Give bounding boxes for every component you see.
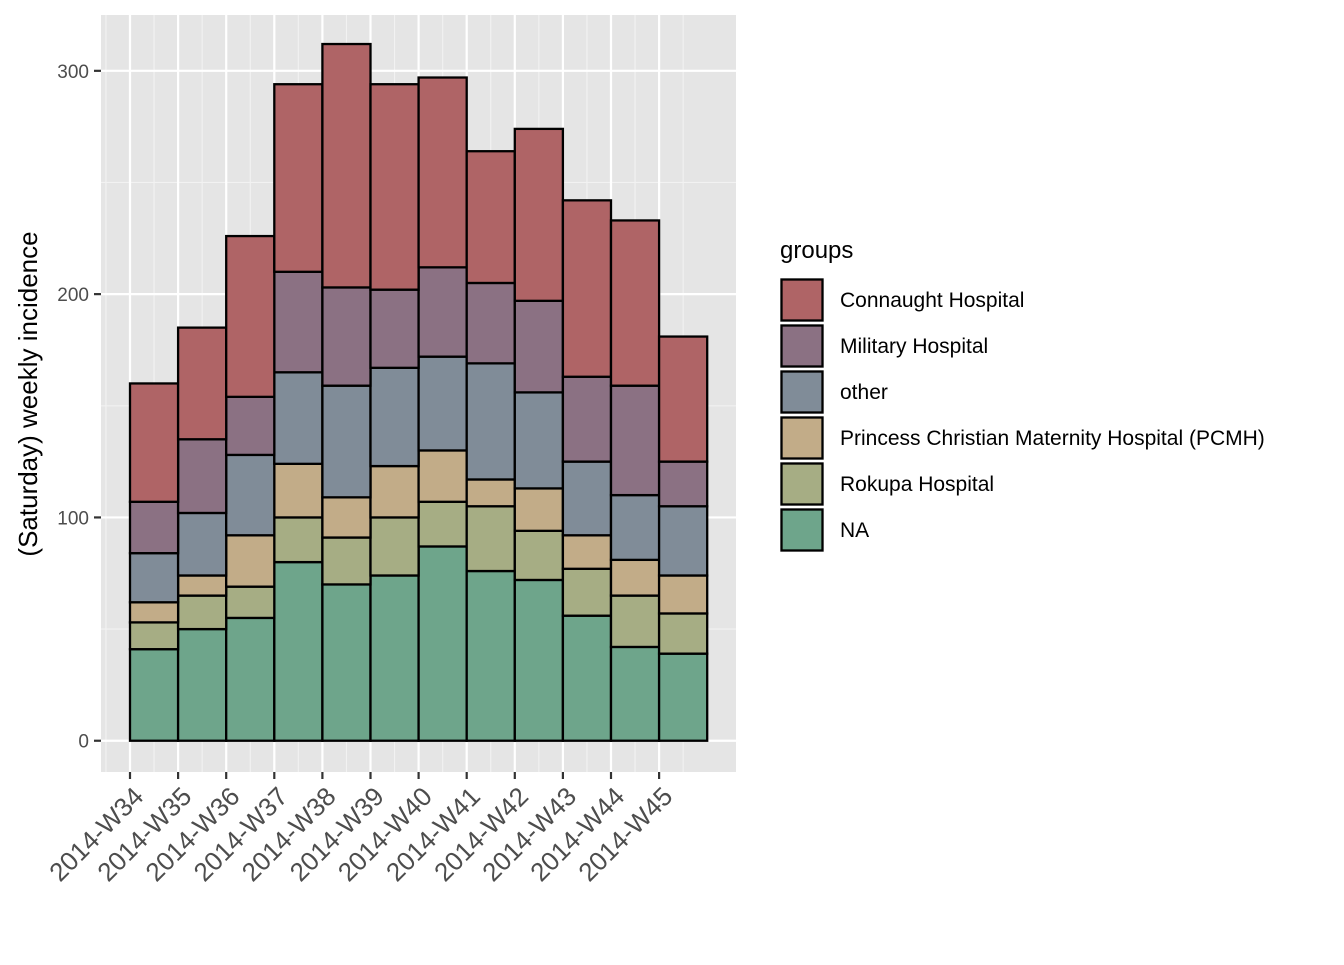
bar-segment: [225, 534, 276, 588]
bar-segment: [128, 601, 180, 624]
bar-segment: [561, 460, 613, 537]
bar-segment: [128, 621, 180, 651]
bar-segment: [273, 83, 324, 273]
legend-label: Rokupa Hospital: [840, 473, 994, 496]
legend-key: [780, 462, 824, 506]
bar-segment: [465, 281, 516, 365]
bar-segment: [465, 569, 516, 742]
bar-segment: [657, 335, 709, 463]
bar-segment: [417, 500, 468, 548]
legend-items: Connaught Hospital Military Hospital other…: [780, 278, 1265, 552]
bar-segment: [513, 299, 565, 394]
legend-key: [780, 324, 824, 368]
bar-segment: [176, 627, 228, 742]
legend-key: [780, 416, 824, 460]
bar-segment: [225, 616, 276, 742]
y-tick-label: 300: [57, 62, 89, 83]
bar-segment: [513, 127, 565, 302]
bar-segment: [128, 382, 180, 503]
bar-segment: [465, 150, 516, 285]
bar-segment: [273, 462, 324, 519]
bar-segment: [176, 438, 228, 515]
y-tick-label: 0: [78, 732, 89, 753]
legend-label: Military Hospital: [840, 335, 988, 358]
bar-segment: [176, 574, 228, 597]
bar-segment: [657, 574, 709, 615]
bar-segment: [225, 234, 276, 398]
y-axis: 0 100 200 300: [57, 62, 101, 753]
bar-segment: [513, 487, 565, 532]
bar-segment: [513, 529, 565, 582]
bar-segment: [321, 536, 372, 586]
bar-segment: [273, 560, 324, 742]
bar-segment: [321, 286, 372, 387]
bar-segment: [176, 511, 228, 577]
x-axis: 2014-W342014-W352014-W362014-W372014-W38…: [43, 772, 678, 887]
bars: [128, 42, 709, 742]
bar-segment: [417, 355, 468, 452]
bar-segment: [225, 395, 276, 457]
bar-segment: [609, 594, 661, 649]
bar-segment: [417, 76, 468, 269]
bar-segment: [609, 493, 661, 562]
bar-segment: [657, 460, 709, 508]
bar-segment: [513, 391, 565, 490]
y-axis-title: (Saturday) weekly incidence: [13, 231, 43, 556]
y-tick-label: 100: [57, 508, 89, 529]
bar-segment: [657, 612, 709, 655]
bar-segment: [417, 266, 468, 358]
bar-segment: [369, 288, 420, 369]
legend-key: [780, 370, 824, 414]
bar-segment: [609, 558, 661, 597]
bar-segment: [369, 464, 420, 519]
legend-key: [780, 508, 824, 552]
bar-segment: [225, 585, 276, 620]
bar-segment: [465, 362, 516, 481]
legend-label: other: [840, 381, 888, 404]
bar-segment: [273, 371, 324, 465]
legend-title: groups: [780, 237, 853, 264]
bar-segment: [321, 42, 372, 289]
bar-segment: [561, 375, 613, 463]
bar-segment: [369, 83, 420, 291]
bar-segment: [176, 594, 228, 631]
legend: groups Connaught Hospital Military Hospit…: [780, 237, 1265, 552]
bar-segment: [128, 648, 180, 742]
bar-segment: [128, 552, 180, 604]
bar-segment: [561, 534, 613, 570]
bar-segment: [465, 478, 516, 508]
bar-segment: [561, 614, 613, 742]
bar-segment: [561, 199, 613, 378]
bar-segment: [657, 505, 709, 577]
bar-segment: [561, 567, 613, 617]
bar-segment: [609, 645, 661, 742]
legend-label: Princess Christian Maternity Hospital (P…: [840, 427, 1265, 450]
y-tick-label: 200: [57, 285, 89, 306]
legend-label: NA: [840, 519, 869, 542]
bar-segment: [225, 453, 276, 537]
bar-segment: [321, 496, 372, 539]
bar-segment: [657, 652, 709, 742]
bar-segment: [609, 384, 661, 497]
bar-segment: [128, 500, 180, 555]
bar-segment: [417, 545, 468, 742]
bar-segment: [465, 505, 516, 573]
bar-segment: [369, 574, 420, 742]
bar-segment: [321, 384, 372, 499]
bar-segment: [321, 583, 372, 742]
bar-segment: [273, 516, 324, 564]
legend-key: [780, 278, 824, 322]
bar-segment: [513, 578, 565, 742]
bar-segment: [176, 326, 228, 441]
bar-segment: [369, 516, 420, 577]
bar-segment: [609, 219, 661, 387]
bar-segment: [417, 449, 468, 503]
bar-segment: [273, 270, 324, 374]
bar-segment: [369, 366, 420, 468]
legend-label: Connaught Hospital: [840, 289, 1024, 312]
